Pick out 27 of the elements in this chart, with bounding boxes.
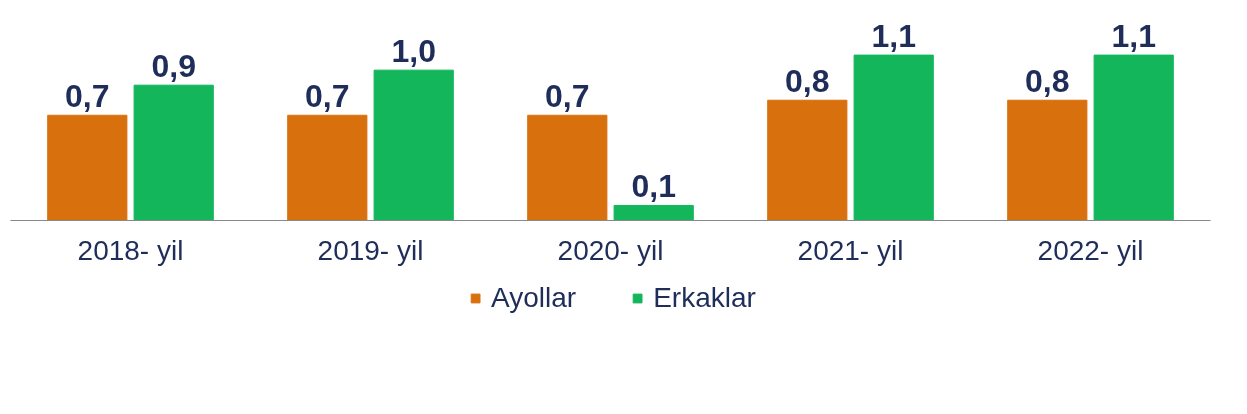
bar (613, 204, 694, 221)
bar (527, 114, 608, 221)
data-label: 0,9 (151, 48, 196, 85)
legend-label: Erkaklar (653, 282, 756, 314)
bar (133, 84, 214, 221)
data-label: 0,8 (1025, 63, 1070, 100)
bar (767, 99, 848, 221)
bar (1093, 54, 1174, 221)
data-label: 1,1 (1111, 18, 1156, 55)
x-tick-label: 2019- yil (317, 234, 424, 266)
data-label: 0,7 (305, 78, 350, 115)
data-label: 0,7 (545, 78, 590, 115)
bar (853, 54, 934, 221)
bar (373, 69, 454, 221)
data-label: 1,0 (391, 33, 436, 70)
data-label: 0,8 (785, 63, 830, 100)
x-tick-label: 2022- yil (1037, 234, 1144, 266)
bar (1007, 99, 1088, 221)
data-label: 0,7 (65, 78, 110, 115)
legend-label: Ayollar (491, 282, 577, 314)
x-tick-label: 2018- yil (77, 234, 184, 266)
x-tick-label: 2020- yil (557, 234, 664, 266)
data-label: 0,1 (631, 168, 676, 205)
data-label: 1,1 (871, 18, 916, 55)
bar (47, 114, 128, 221)
bar (287, 114, 368, 221)
x-tick-label: 2021- yil (797, 234, 904, 266)
